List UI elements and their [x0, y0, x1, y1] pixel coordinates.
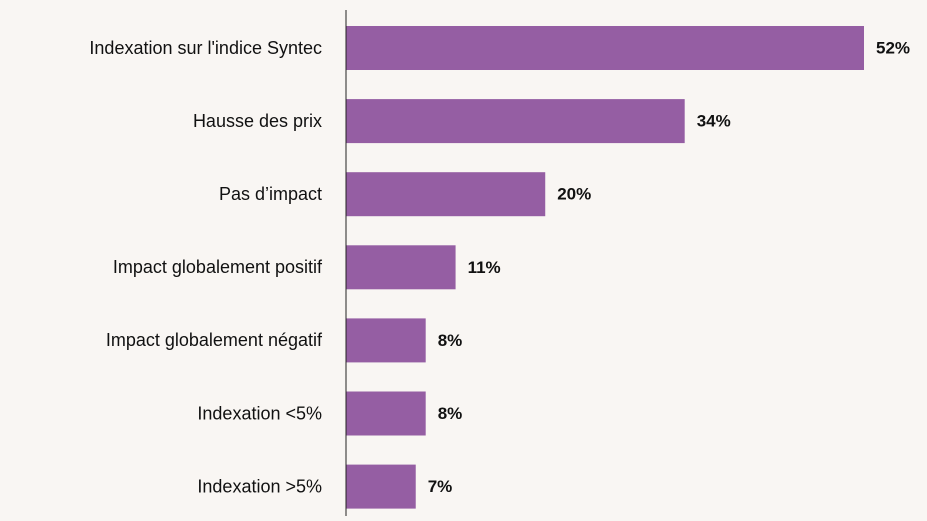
y-tick-label: Indexation >5% [197, 476, 322, 496]
data-label: 20% [557, 185, 591, 204]
data-label: 7% [428, 477, 453, 496]
bar [346, 26, 864, 70]
data-label: 11% [468, 258, 501, 277]
bar [346, 99, 685, 144]
bar [346, 391, 426, 436]
y-tick-label: Indexation <5% [197, 403, 322, 423]
data-label: 34% [697, 112, 731, 131]
y-tick-label: Hausse des prix [193, 111, 322, 131]
y-tick-label: Impact globalement positif [113, 257, 323, 277]
bar [346, 464, 416, 509]
y-tick-label: Impact globalement négatif [106, 330, 323, 350]
y-tick-label: Pas d’impact [219, 184, 322, 204]
y-tick-label: Indexation sur l'indice Syntec [89, 38, 322, 58]
data-label: 8% [438, 331, 463, 350]
bar [346, 245, 456, 290]
bar [346, 172, 546, 217]
bar [346, 318, 426, 363]
data-label: 8% [438, 404, 463, 423]
data-label: 52% [876, 38, 910, 57]
